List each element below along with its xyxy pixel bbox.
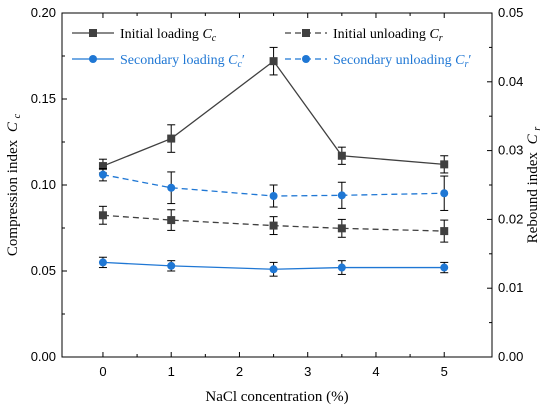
series-group	[98, 46, 449, 277]
x-tick-label: 3	[304, 364, 311, 379]
y-axis-right-title: Rebound index C r	[525, 127, 543, 244]
y-axis-right-title-text: Rebound index	[525, 152, 541, 244]
y-left-tick-label: 0.05	[31, 263, 56, 278]
series-secondary-unloading	[98, 167, 449, 211]
data-point-circle-marker	[269, 192, 278, 201]
legend-label-symbol: C	[455, 53, 465, 68]
legend-label-name: Initial loading	[120, 27, 202, 42]
x-tick-label: 5	[441, 364, 448, 379]
x-axis-title: NaCl concentration (%)	[205, 389, 348, 405]
y-axis-left-symbol: C	[5, 121, 21, 132]
legend-label-name: Secondary unloading	[333, 53, 455, 68]
x-tick-label: 1	[168, 364, 175, 379]
data-point-square-marker	[98, 211, 107, 220]
y-right-tick-label: 0.00	[498, 349, 523, 364]
legend-label: Initial loading Cc	[120, 27, 217, 44]
x-tick-label: 0	[99, 364, 106, 379]
data-point-circle-marker	[98, 170, 107, 179]
data-point-square-marker	[337, 224, 346, 233]
legend-item: Initial loading Cc	[72, 27, 217, 44]
y-right-tick-label: 0.05	[498, 5, 523, 20]
data-point-square-marker	[89, 29, 97, 37]
y-left-tick-label: 0.00	[31, 349, 56, 364]
y-axis-left-title-text: Compression index	[5, 139, 21, 256]
legend-label-prime: ′	[468, 53, 471, 68]
y-right-tick-label: 0.04	[498, 74, 523, 89]
data-point-circle-marker	[302, 55, 310, 63]
legend-item: Secondary loading Cc′	[72, 53, 245, 70]
y-axis-left-title: Compression index C c	[5, 113, 23, 256]
legend-label-name: Initial unloading	[333, 27, 429, 42]
series-initial-loading	[98, 46, 449, 174]
legend-label-symbol: C	[429, 27, 439, 42]
legend-label: Secondary loading Cc′	[120, 53, 245, 70]
legend-label: Secondary unloading Cr′	[333, 53, 471, 70]
data-point-circle-marker	[440, 189, 449, 198]
data-point-square-marker	[167, 134, 176, 143]
x-tick-label: 2	[236, 364, 243, 379]
data-point-square-marker	[167, 216, 176, 225]
x-tick-label: 4	[372, 364, 379, 379]
legend-label-subscript: c	[212, 33, 217, 44]
legend-item: Initial unloading Cr	[285, 27, 443, 44]
data-point-circle-marker	[89, 55, 97, 63]
data-point-square-marker	[98, 162, 107, 171]
legend-label-symbol: C	[228, 53, 238, 68]
y-axis-right-subscript: r	[532, 127, 543, 131]
data-point-circle-marker	[440, 263, 449, 272]
data-point-circle-marker	[269, 265, 278, 274]
legend-item: Secondary unloading Cr′	[285, 53, 471, 70]
data-point-square-marker	[440, 227, 449, 236]
legend-label-subscript: c	[237, 59, 242, 70]
legend-label-symbol: C	[202, 27, 212, 42]
data-point-circle-marker	[337, 191, 346, 200]
data-point-square-marker	[269, 57, 278, 66]
axis-ticks: 0 1 2 3 4 5 0.00 0.05 0.10 0.15 0.20 0.00 0.01 0.02 0.…	[31, 5, 524, 379]
data-point-circle-marker	[167, 183, 176, 192]
y-right-tick-label: 0.01	[498, 280, 523, 295]
y-left-tick-label: 0.10	[31, 177, 56, 192]
data-point-circle-marker	[167, 261, 176, 270]
legend-label-prime: ′	[242, 53, 245, 68]
data-point-square-marker	[302, 29, 310, 37]
series-secondary-loading	[98, 256, 449, 277]
legend-label: Initial unloading Cr	[333, 27, 443, 44]
legend-label-name: Secondary loading	[120, 53, 228, 68]
data-point-circle-marker	[337, 263, 346, 272]
data-point-square-marker	[269, 221, 278, 230]
data-point-circle-marker	[98, 258, 107, 267]
y-axis-left-subscript: c	[12, 113, 23, 118]
data-point-square-marker	[337, 151, 346, 160]
y-axis-right-symbol: C	[525, 133, 541, 144]
legend-label-subscript: r	[464, 59, 468, 70]
y-right-tick-label: 0.02	[498, 211, 523, 226]
legend-label-subscript: r	[439, 33, 443, 44]
series-initial-unloading	[98, 205, 449, 243]
data-point-square-marker	[440, 160, 449, 169]
series-line	[102, 60, 445, 167]
y-left-tick-label: 0.20	[31, 5, 56, 20]
y-left-tick-label: 0.15	[31, 91, 56, 106]
y-right-tick-label: 0.03	[498, 143, 523, 158]
